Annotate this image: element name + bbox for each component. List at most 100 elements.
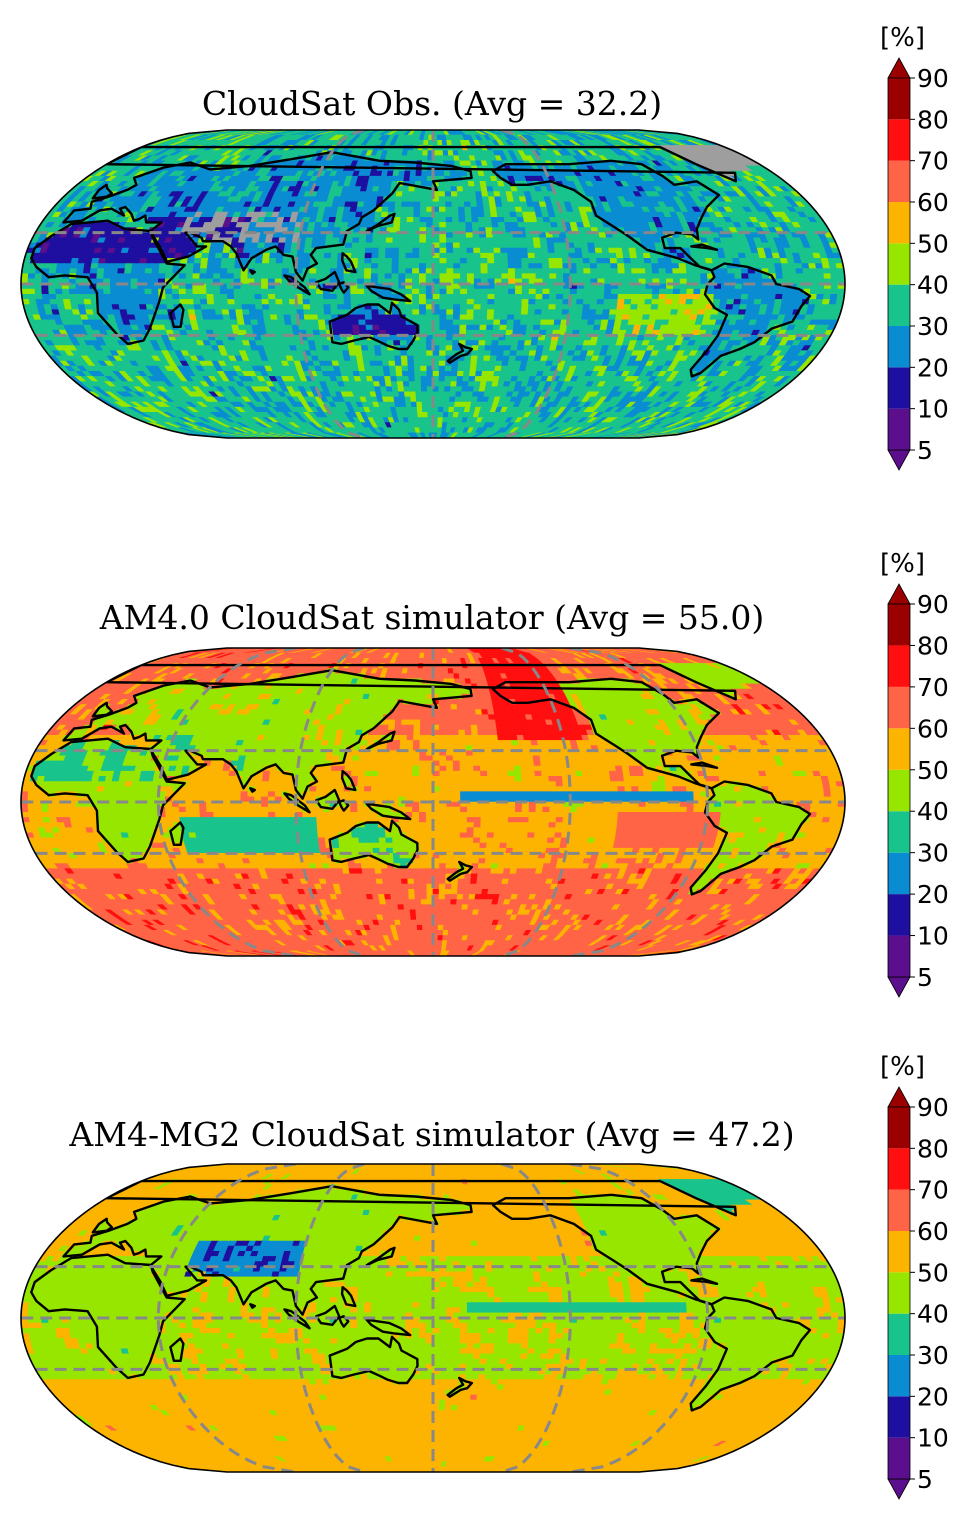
field-cell (500, 309, 509, 316)
field-cell (768, 294, 777, 300)
field-cell (303, 252, 312, 259)
field-cell (385, 324, 394, 331)
field-cell (275, 299, 284, 305)
field-cell (495, 206, 504, 213)
field-cell (583, 278, 592, 285)
field-cell (466, 263, 475, 269)
field-cell (392, 237, 400, 244)
field-cell (559, 324, 568, 331)
field-cell (329, 299, 338, 305)
field-cell (664, 258, 673, 264)
field-cell (158, 263, 168, 269)
field-cell (782, 273, 791, 280)
field-cell (593, 319, 603, 326)
field-cell (350, 294, 359, 300)
field-cell (582, 263, 591, 269)
field-cell (378, 181, 387, 187)
field-cell (459, 263, 468, 269)
field-cell (242, 247, 252, 254)
field-cell (697, 252, 706, 259)
field-cell (118, 304, 128, 310)
field-cell (508, 206, 517, 213)
field-cell (473, 273, 482, 280)
field-cell (302, 299, 311, 305)
field-cell (579, 237, 588, 244)
field-cell (284, 319, 293, 326)
field-cell (583, 288, 592, 295)
field-cell (500, 304, 509, 310)
field-cell (400, 217, 408, 223)
field-cell (384, 252, 393, 259)
field-cell (446, 268, 454, 274)
field-cell (185, 288, 194, 295)
field-cell (420, 196, 428, 203)
field-cell (547, 252, 556, 259)
field-cell (540, 314, 549, 321)
field-cell (313, 335, 322, 341)
field-cell (635, 247, 644, 254)
field-cell (323, 309, 332, 316)
field-cell (493, 319, 501, 326)
field-cell (555, 263, 564, 269)
field-cell (487, 304, 495, 310)
field-cell (202, 314, 211, 321)
field-cell (357, 309, 366, 316)
field-cell (507, 304, 516, 310)
field-cell (624, 288, 633, 295)
field-cell (350, 252, 359, 259)
field-cell (602, 252, 611, 259)
field-cell (137, 294, 146, 300)
field-cell (698, 304, 707, 310)
field-cell (235, 309, 244, 316)
field-cell (98, 258, 107, 264)
field-cell (506, 247, 515, 254)
field-cell (754, 273, 763, 280)
field-cell (453, 288, 461, 295)
field-cell (657, 258, 666, 264)
field-cell (437, 155, 445, 162)
field-cell (652, 288, 660, 295)
field-cell (590, 288, 599, 295)
field-cell (355, 206, 364, 213)
field-cell (330, 309, 339, 316)
field-cell (650, 258, 659, 264)
field-cell (139, 304, 148, 310)
field-cell (768, 268, 777, 274)
field-cell (693, 288, 702, 295)
field-cell (192, 288, 201, 295)
field-cell (459, 252, 468, 259)
field-cell (631, 268, 640, 274)
field-cell (403, 175, 411, 182)
field-cell (523, 217, 532, 223)
field-cell (194, 252, 203, 259)
field-cell (472, 319, 481, 326)
field-cell (787, 263, 797, 269)
field-cell (371, 247, 380, 254)
field-cell (466, 319, 474, 326)
field-cell (473, 247, 481, 254)
field-cell (665, 294, 674, 300)
field-cell (631, 288, 640, 295)
field-cell (676, 309, 686, 316)
field-cell (329, 294, 338, 300)
field-cell (587, 247, 597, 254)
field-cell (491, 340, 500, 346)
field-cell (685, 294, 694, 300)
field-cell (385, 314, 393, 321)
field-cell (103, 294, 112, 300)
field-cell (439, 222, 447, 228)
field-cell (212, 288, 221, 295)
field-cell (173, 309, 183, 316)
field-cell (398, 258, 407, 264)
field-cell (499, 242, 508, 249)
field-cell (213, 268, 222, 274)
field-cell (405, 273, 413, 280)
field-cell (445, 222, 454, 228)
field-cell (569, 268, 578, 274)
field-cell (519, 324, 528, 331)
field-cell (726, 299, 735, 305)
field-cell (276, 309, 285, 316)
field-cell (343, 206, 352, 213)
field-cell (364, 252, 373, 259)
field-cell (734, 273, 743, 280)
